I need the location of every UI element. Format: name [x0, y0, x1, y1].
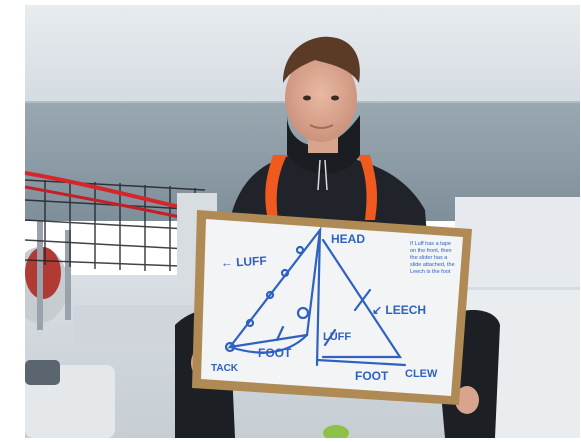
label-clew: CLEW [405, 368, 438, 380]
photo-scene: HEAD ← LUFF ↙ LEECH LUFF FOOT FOOT TACK … [12, 5, 581, 441]
label-luff-right: LUFF [323, 331, 351, 343]
note-line: the slider has a [410, 255, 448, 261]
label-luff-left: ← LUFF [220, 254, 267, 270]
face [285, 54, 357, 142]
note-line: slide attached, the [410, 262, 455, 268]
label-foot-left: FOOT [258, 346, 292, 360]
note-line: on the front, then [410, 248, 452, 254]
label-head: HEAD [331, 232, 365, 246]
photo: HEAD ← LUFF ↙ LEECH LUFF FOOT FOOT TACK … [12, 5, 581, 441]
life-vest-left [265, 155, 287, 220]
life-vest-right [358, 155, 378, 220]
hair [283, 36, 360, 83]
sail-diagram [224, 226, 407, 367]
note-line: If Luff has a tape [410, 241, 451, 247]
note-line: Leech is the foot [410, 269, 451, 275]
label-leech: ↙ LEECH [372, 303, 426, 317]
sail-bag [455, 197, 580, 287]
label-tack: TACK [211, 363, 239, 374]
label-foot-right: FOOT [355, 369, 389, 383]
whiteboard-note: If Luff has a tape on the front, then th… [410, 241, 455, 275]
